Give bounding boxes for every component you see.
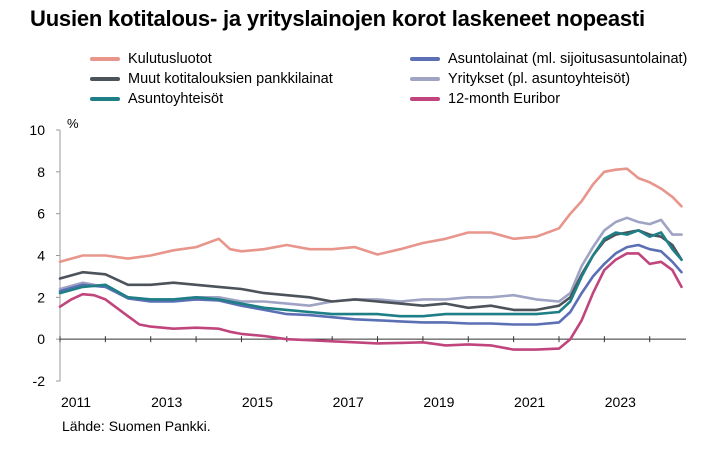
y-tick-label: 6 — [37, 206, 45, 222]
legend-swatch — [410, 57, 440, 61]
legend-label: Asuntolainat (ml. sijoitusasuntolainat) — [448, 51, 688, 67]
chart-title: Uusien kotitalous- ja yrityslainojen kor… — [30, 6, 645, 31]
y-tick-label: 0 — [37, 331, 45, 347]
series-line-1 — [58, 243, 683, 326]
legend-item-yritykset: Yritykset (pl. asuntoyhteisöt) — [410, 70, 630, 88]
legend-swatch — [90, 77, 120, 81]
series-line-2 — [58, 229, 683, 312]
x-tick-label: 2017 — [333, 394, 364, 410]
series-line-4 — [58, 229, 683, 318]
legend-label: Asuntoyhteisöt — [128, 91, 224, 107]
legend-swatch — [410, 97, 440, 101]
series-line-0 — [58, 167, 683, 264]
source-note: Lähde: Suomen Pankki. — [62, 418, 211, 434]
legend-item-kulutusluotot: Kulutusluotot — [90, 50, 212, 68]
chart-legend: Kulutusluotot Muut kotitalouksien pankki… — [90, 50, 710, 110]
x-tick-label: 2019 — [423, 394, 454, 410]
y-unit-label: % — [67, 116, 79, 131]
x-tick-label: 2015 — [242, 394, 273, 410]
x-tick-label: 2013 — [151, 394, 182, 410]
x-tick-label: 2011 — [61, 394, 91, 410]
series-line-5 — [58, 252, 683, 351]
x-tick-label: 2021 — [514, 394, 545, 410]
x-tick-label: 2023 — [605, 394, 636, 410]
legend-swatch — [90, 57, 120, 61]
y-tick-label: 2 — [37, 289, 45, 305]
legend-label: Muut kotitalouksien pankkilainat — [128, 71, 333, 87]
y-tick-label: 10 — [29, 122, 45, 138]
legend-swatch — [410, 77, 440, 81]
chart-axes: -2 0 2 4 6 8 10 % 2011 2013 2015 2017 2019 2021 2023 — [29, 116, 686, 410]
legend-label: 12-month Euribor — [448, 91, 561, 107]
legend-label: Kulutusluotot — [128, 51, 212, 67]
y-tick-label: 4 — [37, 248, 45, 264]
legend-item-muut-kotitalouksien: Muut kotitalouksien pankkilainat — [90, 70, 333, 88]
legend-swatch — [90, 97, 120, 101]
y-tick-label: 8 — [37, 164, 45, 180]
legend-item-asuntolainat: Asuntolainat (ml. sijoitusasuntolainat) — [410, 50, 687, 68]
legend-item-asuntoyhteisot: Asuntoyhteisöt — [90, 90, 223, 108]
legend-label: Yritykset (pl. asuntoyhteisöt) — [448, 71, 631, 87]
y-tick-label: -2 — [33, 373, 46, 389]
legend-item-euribor: 12-month Euribor — [410, 90, 560, 108]
chart-series — [58, 167, 683, 351]
